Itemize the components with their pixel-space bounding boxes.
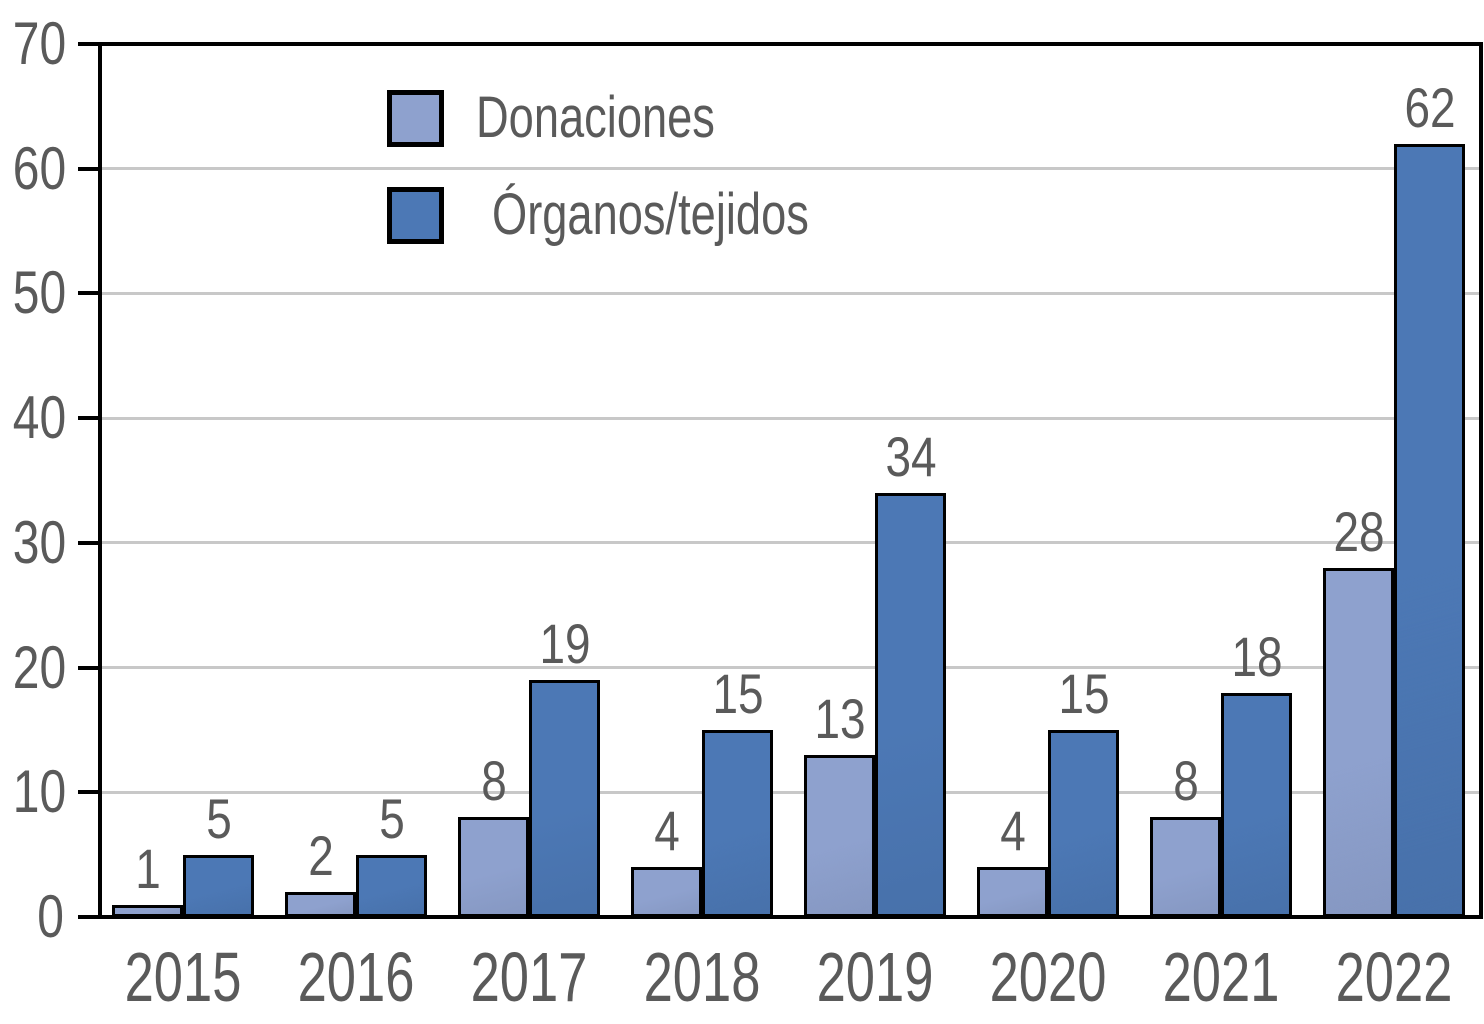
bar-organos-tejidos — [529, 680, 600, 917]
y-axis-label: 10 — [12, 758, 67, 826]
legend-swatch-donaciones — [387, 90, 444, 147]
bar-value-label: 4 — [653, 799, 680, 863]
plot-frame-top — [98, 42, 1483, 46]
bar-value-label: 15 — [711, 661, 764, 725]
y-axis-tick — [78, 291, 102, 296]
bar-value-label: 28 — [1332, 499, 1385, 563]
y-axis-label: 60 — [12, 134, 67, 202]
bar-value-label: 5 — [205, 786, 232, 850]
bar-value-label: 13 — [813, 686, 866, 750]
bar-donaciones — [631, 867, 702, 917]
x-axis-label: 2021 — [1162, 938, 1280, 1016]
bar-value-label: 18 — [1230, 624, 1283, 688]
gridline — [100, 666, 1481, 670]
y-axis-label: 30 — [12, 508, 67, 576]
x-axis-label: 2020 — [989, 938, 1107, 1016]
bar-donaciones — [977, 867, 1048, 917]
y-axis-label: 20 — [12, 633, 67, 701]
bar-donaciones — [285, 892, 356, 917]
bar-value-label: 1 — [134, 836, 161, 900]
bar-organos-tejidos — [702, 729, 773, 917]
bar-value-label: 15 — [1057, 661, 1110, 725]
x-axis-line — [98, 915, 1483, 919]
bar-donaciones — [1150, 817, 1221, 917]
bar-organos-tejidos — [183, 854, 254, 917]
y-axis-label: 40 — [12, 384, 67, 452]
plot-frame-right — [1479, 42, 1483, 919]
x-axis-label: 2017 — [470, 938, 588, 1016]
legend-label-donaciones: Donaciones — [476, 85, 715, 150]
y-axis-label: 70 — [12, 10, 67, 77]
gridline — [100, 167, 1481, 171]
bar-value-label: 8 — [480, 749, 507, 813]
bar-organos-tejidos — [1221, 692, 1292, 917]
gridline — [100, 541, 1481, 545]
x-axis-label: 2019 — [816, 938, 934, 1016]
y-axis-tick — [78, 416, 102, 421]
bar-value-label: 4 — [999, 799, 1026, 863]
y-axis-tick — [78, 790, 102, 795]
bar-value-label: 5 — [378, 786, 405, 850]
bar-organos-tejidos — [1394, 143, 1465, 917]
y-axis-tick — [78, 665, 102, 670]
x-axis-label: 2015 — [124, 938, 242, 1016]
gridline — [100, 416, 1481, 420]
bar-donaciones — [458, 817, 529, 917]
bar-organos-tejidos — [875, 493, 946, 917]
bar-value-label: 34 — [884, 425, 937, 488]
y-axis-label: 0 — [37, 883, 64, 950]
x-axis-label: 2016 — [297, 938, 415, 1016]
bar-donaciones — [1323, 567, 1394, 917]
bar-value-label: 2 — [307, 824, 334, 888]
x-axis-label: 2022 — [1335, 938, 1453, 1016]
y-axis-line — [98, 42, 102, 919]
legend-swatch-organos-tejidos — [387, 187, 444, 244]
y-axis-label: 50 — [12, 259, 67, 327]
gridline — [100, 291, 1481, 295]
y-axis-tick — [78, 540, 102, 545]
bar-organos-tejidos — [1048, 729, 1119, 917]
gridline — [100, 790, 1481, 794]
bar-value-label: 19 — [538, 612, 591, 675]
bar-donaciones — [804, 754, 875, 917]
y-axis-tick — [78, 166, 102, 171]
bar-value-label: 8 — [1172, 749, 1199, 813]
bar-value-label: 62 — [1403, 75, 1456, 139]
legend-label-organos-tejidos: Órganos/tejidos — [492, 182, 809, 247]
bar-organos-tejidos — [356, 854, 427, 917]
y-axis-tick — [78, 42, 102, 46]
y-axis-tick — [78, 915, 102, 919]
x-axis-label: 2018 — [643, 938, 761, 1016]
